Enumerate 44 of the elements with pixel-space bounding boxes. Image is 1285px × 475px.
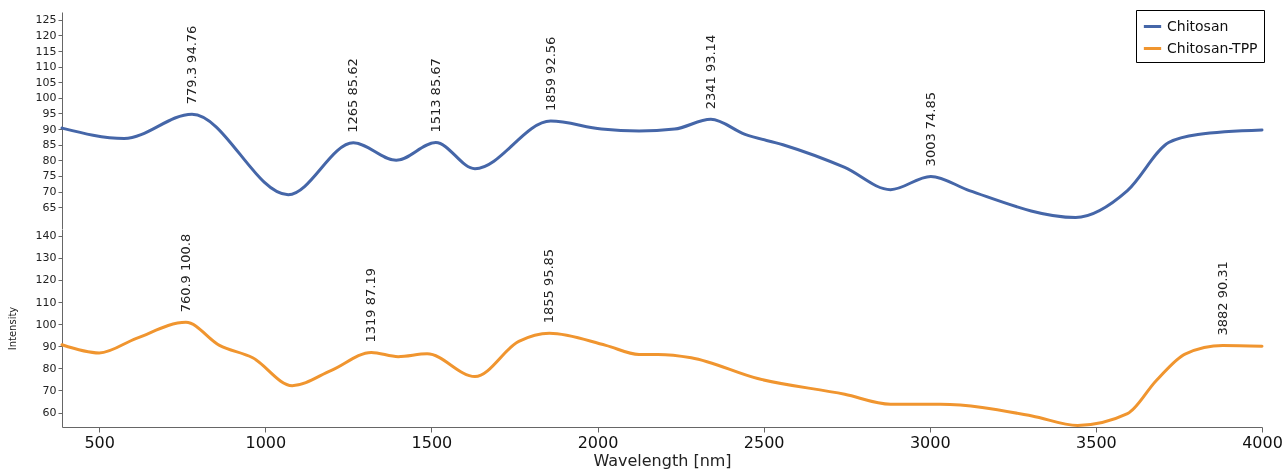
x-tick-label: 500 bbox=[84, 432, 115, 452]
y-tick-label: 125 bbox=[35, 13, 57, 27]
annotation: 3003 74.85 bbox=[922, 91, 938, 167]
y-tick-label: 100 bbox=[35, 91, 57, 105]
y-tick-label: 60 bbox=[42, 406, 57, 420]
y-tick-label: 85 bbox=[42, 138, 57, 152]
x-tick-label: 2500 bbox=[743, 432, 785, 452]
y-tick-label: 65 bbox=[42, 200, 57, 214]
text: Chitosan-TPP bbox=[1167, 39, 1258, 56]
y-tick-label: 115 bbox=[35, 44, 57, 58]
x-tick-label: 3000 bbox=[909, 432, 951, 452]
y-tick-label: 110 bbox=[35, 60, 57, 74]
annotation: 1855 95.85 bbox=[541, 248, 557, 324]
annotation: 1319 87.19 bbox=[363, 268, 379, 343]
y-tick-label: 140 bbox=[35, 229, 57, 243]
y-tick-label: 75 bbox=[42, 169, 57, 183]
x-tick-label: 1500 bbox=[411, 432, 453, 452]
x-tick-label: 4000 bbox=[1242, 432, 1283, 452]
y-tick-label: 90 bbox=[42, 339, 57, 353]
legend-label: Chitosan bbox=[1167, 17, 1229, 34]
y-tick-label: 95 bbox=[42, 106, 57, 120]
y-tick-label: 70 bbox=[42, 384, 57, 397]
annotation: 1513 85.67 bbox=[427, 58, 443, 133]
y-tick-label: 120 bbox=[35, 273, 57, 287]
annotation: 760.9 100.8 bbox=[177, 233, 193, 313]
y-tick-label: 100 bbox=[35, 317, 57, 331]
y-tick-label: 80 bbox=[42, 361, 57, 375]
y-tick-label: 120 bbox=[35, 28, 57, 42]
annotation: 2341 93.14 bbox=[702, 34, 718, 110]
x-tick-label: 3500 bbox=[1076, 432, 1117, 452]
y-tick-label: 80 bbox=[42, 153, 57, 167]
y-axis-title: Intensity bbox=[6, 306, 18, 351]
annotation: 1265 85.62 bbox=[345, 58, 361, 133]
x-axis-title: Wavelength [nm] bbox=[593, 450, 732, 470]
y-tick-label: 70 bbox=[42, 185, 57, 199]
y-tick-label: 110 bbox=[35, 295, 57, 309]
y-tick-label: 105 bbox=[35, 75, 57, 89]
y-tick-label: 90 bbox=[42, 122, 57, 136]
x-tick-label: 2000 bbox=[577, 432, 619, 452]
annotation: 779.3 94.76 bbox=[184, 25, 199, 105]
y-tick-label: 130 bbox=[35, 251, 57, 265]
x-tick-label: 1000 bbox=[245, 432, 287, 452]
annotation: 3882 90.31 bbox=[1214, 261, 1230, 336]
annotation: 1859 92.56 bbox=[542, 36, 558, 112]
